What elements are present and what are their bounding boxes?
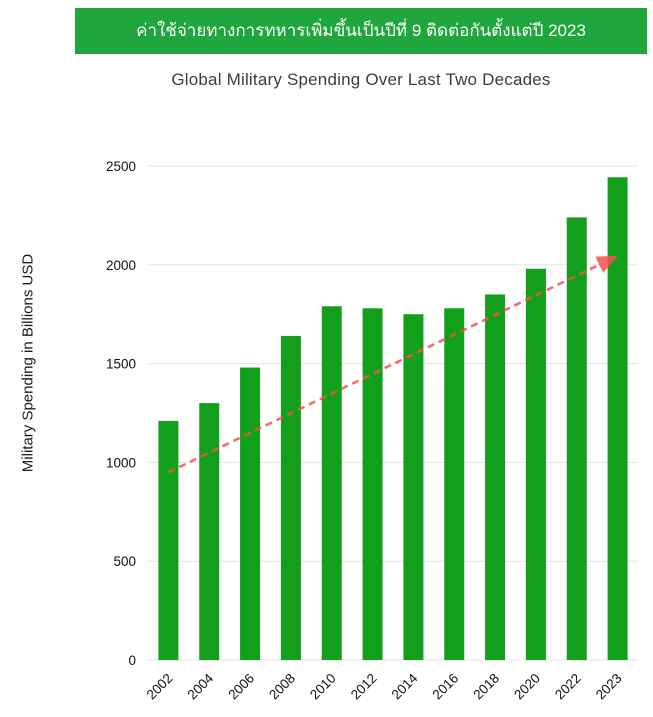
bar xyxy=(566,217,587,660)
y-tick-label: 2000 xyxy=(106,258,136,273)
x-tick-label: 2018 xyxy=(470,671,502,703)
y-tick-label: 0 xyxy=(128,653,136,668)
x-tick-label: 2020 xyxy=(511,671,543,703)
bar xyxy=(607,177,628,661)
y-tick-label: 1000 xyxy=(106,455,136,470)
banner: ค่าใช้จ่ายทางการทหารเพิ่มขึ้นเป็นปีที่ 9… xyxy=(75,8,647,54)
y-tick-label: 500 xyxy=(113,554,136,569)
x-tick-label: 2004 xyxy=(185,670,217,702)
chart-canvas: 0 500 1000 1500 2000 2500 2002 2004 2006 2008 2010… xyxy=(106,159,638,703)
bar xyxy=(321,306,342,660)
y-tick-label: 1500 xyxy=(106,357,136,372)
chart-title: Global Military Spending Over Last Two D… xyxy=(171,70,551,89)
x-tick-label: 2016 xyxy=(430,671,462,703)
x-tick-label: 2023 xyxy=(593,671,625,703)
x-tick-label: 2012 xyxy=(348,671,380,703)
y-axis-label: Military Spending in Billions USD xyxy=(19,253,37,473)
bar xyxy=(403,314,424,660)
x-tick-label: 2022 xyxy=(552,671,584,703)
banner-title: ค่าใช้จ่ายทางการทหารเพิ่มขึ้นเป็นปีที่ 9… xyxy=(136,20,586,40)
x-tick-label: 2010 xyxy=(307,671,339,703)
bar xyxy=(444,308,465,660)
x-tick-label: 2014 xyxy=(389,670,421,702)
bar xyxy=(199,403,220,660)
x-tick-label: 2006 xyxy=(225,671,257,703)
trend-arrow xyxy=(167,255,618,474)
x-tick-label: 2002 xyxy=(144,671,176,703)
bar xyxy=(158,420,179,660)
bar xyxy=(240,367,261,660)
bar xyxy=(485,294,506,660)
bar-chart: Military Spending in Billions USD 0 500 10… xyxy=(0,108,653,713)
y-tick-label: 2500 xyxy=(106,159,136,174)
x-tick-label: 2008 xyxy=(266,671,298,703)
bar xyxy=(525,268,546,660)
bar xyxy=(362,308,383,660)
bar xyxy=(280,335,301,660)
